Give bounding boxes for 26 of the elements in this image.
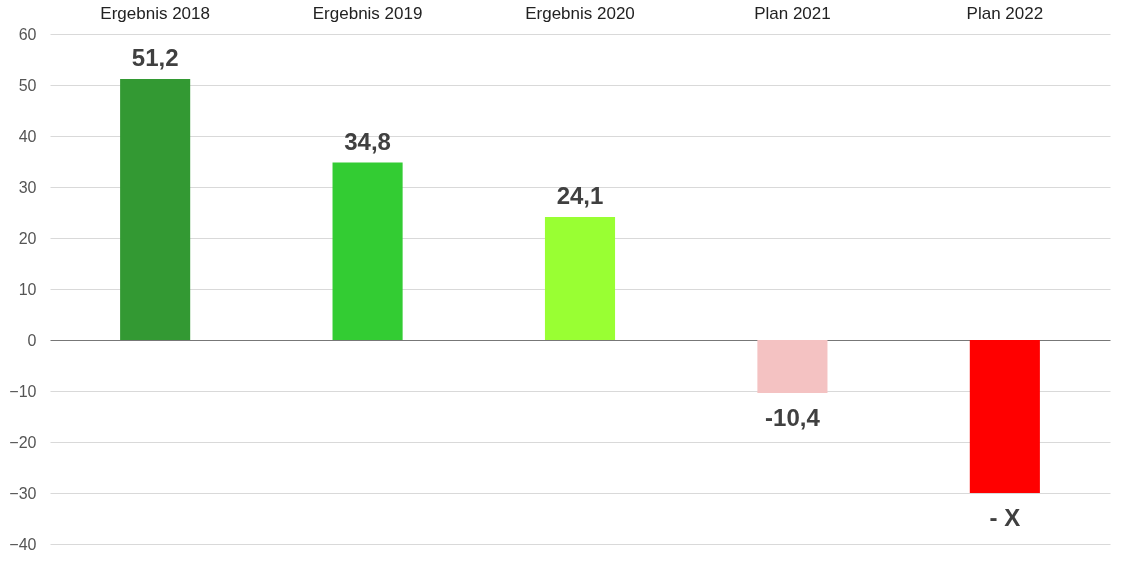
data-label: 24,1 xyxy=(556,182,604,210)
bar xyxy=(332,162,403,340)
bar xyxy=(969,340,1040,493)
x-tick-label: Ergebnis 2019 xyxy=(312,3,423,23)
y-tick-label: 50 xyxy=(18,76,37,94)
y-tick-label: 30 xyxy=(18,178,37,196)
y-tick-label: 0 xyxy=(27,331,37,349)
data-label: 51,2 xyxy=(131,43,179,71)
y-tick-label: 10 xyxy=(18,280,37,298)
data-label: 34,8 xyxy=(344,127,391,155)
y-tick-label: −30 xyxy=(9,484,37,502)
y-tick-label: 40 xyxy=(18,127,37,145)
data-label: -10,4 xyxy=(765,404,821,432)
x-tick-label: Ergebnis 2018 xyxy=(100,3,210,23)
y-tick-label: 60 xyxy=(18,25,37,43)
y-tick-label: −10 xyxy=(9,382,37,400)
y-tick-label: −20 xyxy=(9,433,37,451)
x-tick-label: Ergebnis 2020 xyxy=(525,3,635,23)
bar xyxy=(120,78,191,340)
x-tick-label: Plan 2021 xyxy=(754,3,831,23)
bar xyxy=(757,340,828,394)
y-tick-label: −40 xyxy=(9,535,37,553)
data-label: - X xyxy=(989,504,1021,531)
bar xyxy=(544,217,616,340)
y-tick-label: 20 xyxy=(18,229,37,247)
x-tick-label: Plan 2022 xyxy=(966,3,1044,23)
